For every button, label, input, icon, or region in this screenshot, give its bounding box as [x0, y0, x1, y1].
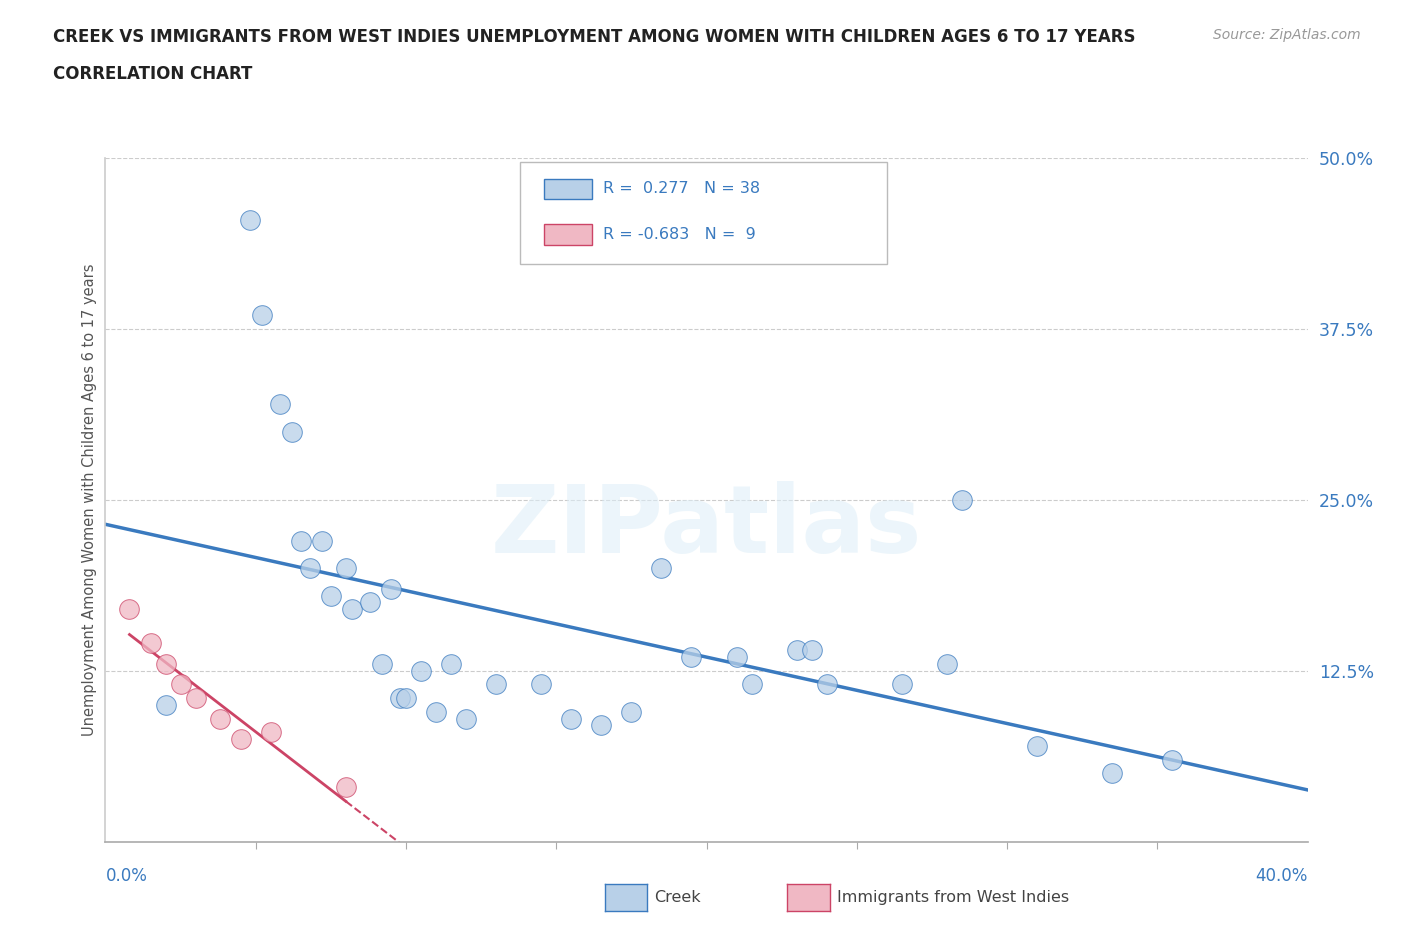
Point [239, 212, 262, 227]
Point [786, 643, 808, 658]
Point [485, 677, 508, 692]
Point [319, 588, 342, 603]
Point [290, 534, 312, 549]
Point [250, 308, 273, 323]
Y-axis label: Unemployment Among Women with Children Ages 6 to 17 years: Unemployment Among Women with Children A… [82, 263, 97, 737]
Point [260, 724, 283, 739]
Point [340, 602, 363, 617]
Point [1101, 766, 1123, 781]
Point [425, 704, 447, 719]
Point [950, 493, 973, 508]
Point [650, 561, 672, 576]
Point [409, 663, 432, 678]
Point [725, 650, 748, 665]
Point [741, 677, 763, 692]
Text: CREEK VS IMMIGRANTS FROM WEST INDIES UNEMPLOYMENT AMONG WOMEN WITH CHILDREN AGES: CREEK VS IMMIGRANTS FROM WEST INDIES UNE… [53, 28, 1136, 46]
Point [800, 643, 823, 658]
Point [395, 691, 418, 706]
Point [155, 698, 177, 712]
Point [815, 677, 838, 692]
FancyBboxPatch shape [544, 224, 592, 245]
Point [620, 704, 643, 719]
Point [155, 657, 177, 671]
Point [681, 650, 703, 665]
Point [298, 561, 321, 576]
FancyBboxPatch shape [544, 179, 592, 199]
Point [560, 711, 582, 726]
Point [388, 691, 411, 706]
Point [530, 677, 553, 692]
Point [936, 657, 959, 671]
Point [359, 595, 381, 610]
Point [454, 711, 477, 726]
Point [380, 581, 402, 596]
Point [139, 636, 162, 651]
Text: R = -0.683   N =  9: R = -0.683 N = 9 [603, 227, 756, 242]
Point [281, 424, 304, 439]
Text: 40.0%: 40.0% [1256, 867, 1308, 885]
Text: R =  0.277   N = 38: R = 0.277 N = 38 [603, 181, 761, 196]
Point [1026, 738, 1049, 753]
Text: Source: ZipAtlas.com: Source: ZipAtlas.com [1213, 28, 1361, 42]
Point [208, 711, 231, 726]
Point [371, 657, 394, 671]
Point [335, 561, 357, 576]
Point [229, 732, 252, 747]
Text: Immigrants from West Indies: Immigrants from West Indies [837, 890, 1069, 905]
Text: Creek: Creek [654, 890, 700, 905]
Point [890, 677, 912, 692]
Text: ZIPatlas: ZIPatlas [491, 481, 922, 573]
Text: 0.0%: 0.0% [105, 867, 148, 885]
Point [335, 779, 357, 794]
Text: CORRELATION CHART: CORRELATION CHART [53, 65, 253, 83]
Point [118, 602, 141, 617]
Point [1161, 752, 1184, 767]
Point [169, 677, 191, 692]
Point [184, 691, 207, 706]
Point [311, 534, 333, 549]
Point [269, 397, 291, 412]
FancyBboxPatch shape [520, 162, 887, 264]
Point [440, 657, 463, 671]
Point [591, 718, 613, 733]
